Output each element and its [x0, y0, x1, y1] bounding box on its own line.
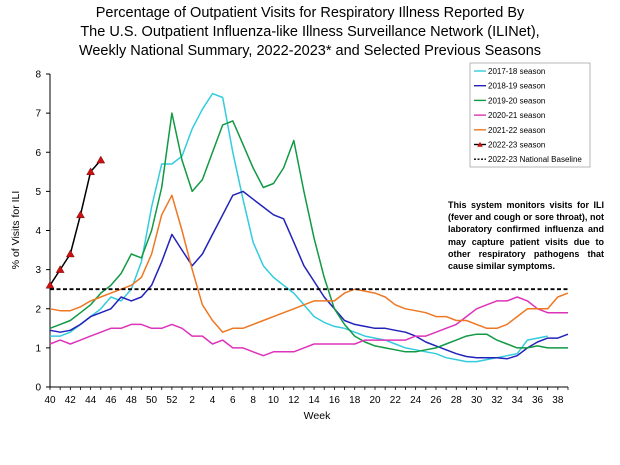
series-line-2022-23-season — [49, 159, 102, 286]
y-tick-label: 2 — [35, 304, 41, 315]
x-tick-label: 4 — [210, 395, 216, 406]
y-tick-label: 0 — [35, 383, 41, 394]
x-tick-label: 32 — [491, 395, 503, 406]
x-tick-label: 12 — [288, 395, 300, 406]
series-line-2018-19-season — [49, 190, 569, 360]
x-tick-label: 50 — [146, 395, 158, 406]
series-point-2022-23 — [45, 280, 55, 289]
x-tick-label: 20 — [369, 395, 381, 406]
x-tick-label: 30 — [471, 395, 483, 406]
y-tick-label: 4 — [35, 226, 41, 237]
series-point-2022-23 — [86, 167, 95, 176]
x-tick-label: 22 — [390, 395, 402, 406]
x-tick-label: 36 — [532, 395, 544, 406]
x-tick-label: 18 — [349, 395, 361, 406]
ili-note: This system monitors visits for ILI (fev… — [448, 200, 604, 272]
legend-label: 2017-18 season — [488, 67, 545, 76]
legend-marker — [477, 141, 483, 147]
legend-label: 2022-23 season — [488, 141, 545, 150]
y-tick-label: 8 — [35, 70, 41, 81]
series-point-2022-23 — [55, 265, 65, 273]
chart-title: Percentage of Outpatient Visits for Resp… — [0, 4, 620, 61]
x-tick-label: 46 — [105, 395, 117, 406]
y-tick-label: 6 — [35, 148, 41, 159]
y-tick-label: 1 — [35, 343, 41, 354]
x-tick-label: 40 — [44, 395, 56, 406]
legend-label: 2021-22 season — [488, 126, 545, 135]
plot-series — [45, 92, 569, 363]
x-tick-label: 28 — [451, 395, 463, 406]
x-tick-label: 14 — [309, 395, 321, 406]
series-line-2019-20-season — [49, 112, 568, 353]
x-tick-label: 48 — [126, 395, 138, 406]
x-tick-label: 8 — [250, 395, 256, 406]
series-line-2021-22-season — [49, 194, 569, 333]
legend: 2017-18 season 2018-19 season 2019-20 seas… — [469, 62, 591, 168]
legend-label: 2022-23 National Baseline — [488, 155, 582, 164]
x-tick-label: 24 — [410, 395, 422, 406]
title-line-2: The U.S. Outpatient Influenza-like Illne… — [80, 24, 540, 40]
series-point-2022-23 — [65, 249, 75, 258]
x-tick-label: 2 — [189, 395, 195, 406]
x-tick-label: 6 — [230, 395, 236, 406]
legend-label: 2019-20 season — [488, 96, 545, 105]
x-tick-label: 10 — [268, 395, 280, 406]
x-axis-label: Week — [304, 410, 331, 422]
x-tick-label: 42 — [65, 395, 77, 406]
y-tick-label: 3 — [35, 265, 41, 276]
x-tick-label: 26 — [430, 395, 442, 406]
x-tick-label: 44 — [85, 395, 97, 406]
y-tick-label: 7 — [35, 109, 41, 120]
x-tick-label: 52 — [166, 395, 178, 406]
y-tick-label: 5 — [35, 187, 41, 198]
title-line-3: Weekly National Summary, 2022-2023* and … — [78, 43, 542, 59]
title-line-1: Percentage of Outpatient Visits for Resp… — [95, 5, 525, 21]
legend-label: 2020-21 season — [488, 111, 545, 120]
series-line-2020-21-season — [49, 296, 568, 357]
x-tick-label: 34 — [512, 395, 524, 406]
x-tick-label: 16 — [329, 395, 341, 406]
x-tick-label: 38 — [552, 395, 564, 406]
legend-label: 2018-19 season — [488, 82, 545, 91]
y-axis-label: % of Visits for ILI — [10, 191, 22, 270]
series-point-2022-23 — [96, 155, 106, 164]
series-point-2022-23 — [76, 210, 85, 219]
legend-box — [469, 62, 591, 168]
